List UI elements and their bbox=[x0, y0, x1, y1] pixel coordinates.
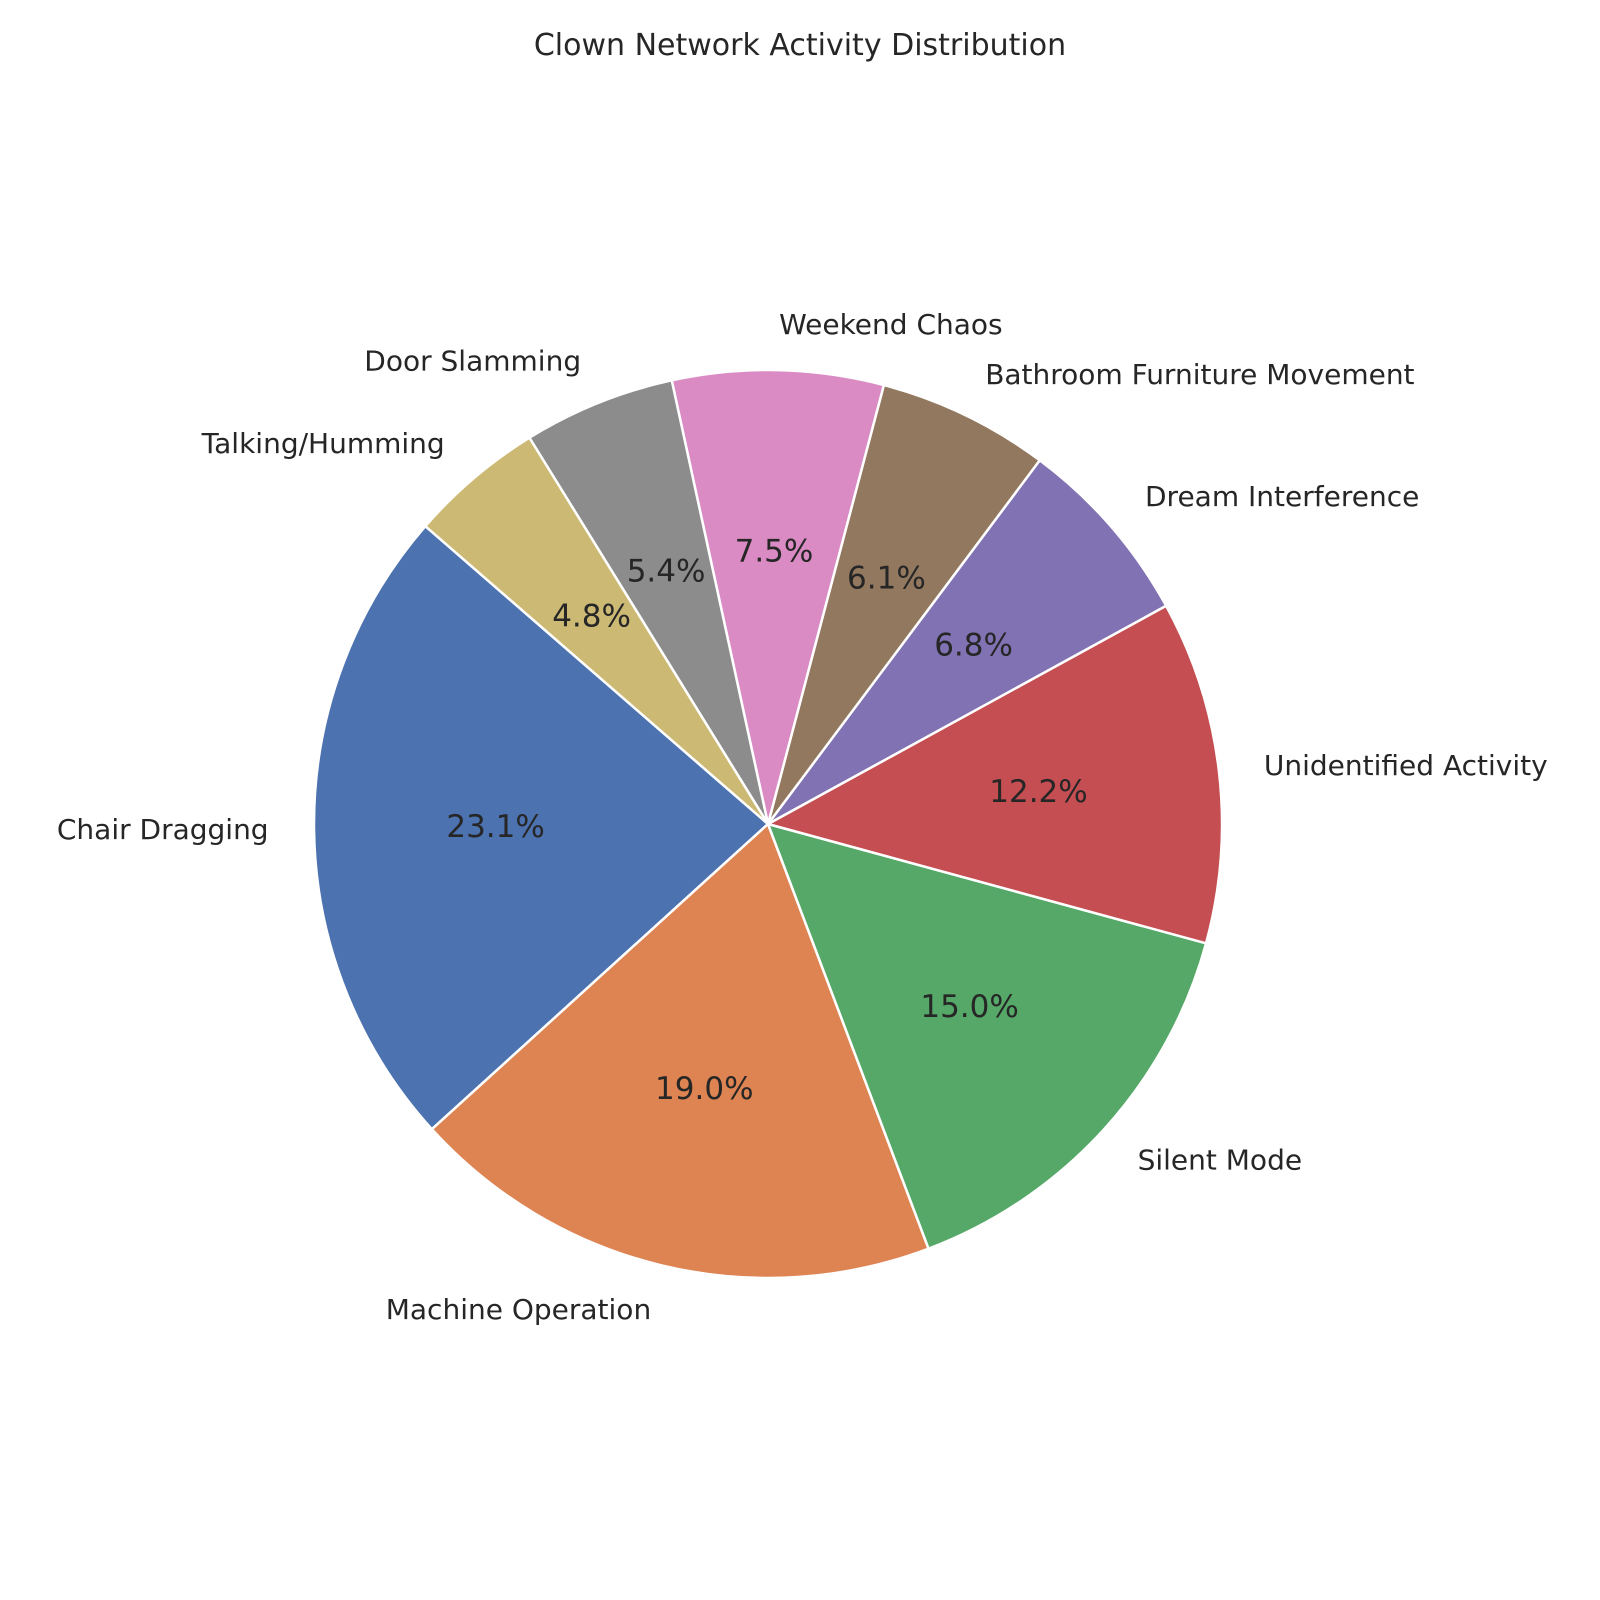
pie-slice-bathroom-furniture-movement bbox=[766, 383, 1041, 826]
category-label-unidentified-activity: Unidentified Activity bbox=[1264, 749, 1548, 782]
pie-slice-weekend-chaos bbox=[670, 368, 886, 826]
pct-label-dream-interference: 6.8% bbox=[934, 627, 1013, 663]
category-label-dream-interference: Dream Interference bbox=[1145, 480, 1419, 513]
pie-slice-silent-mode bbox=[766, 822, 1208, 1250]
pct-label-weekend-chaos: 7.5% bbox=[735, 534, 814, 570]
category-label-bathroom-furniture-movement: Bathroom Furniture Movement bbox=[985, 358, 1414, 391]
pie-slice-chair-dragging bbox=[312, 524, 770, 1131]
pie-slice-talking-humming bbox=[424, 436, 770, 826]
category-label-silent-mode: Silent Mode bbox=[1138, 1143, 1302, 1176]
pie-slice-machine-operation bbox=[430, 822, 930, 1280]
category-label-door-slamming: Door Slamming bbox=[364, 344, 581, 377]
pct-label-talking-humming: 4.8% bbox=[552, 598, 631, 634]
pct-label-door-slamming: 5.4% bbox=[627, 553, 706, 589]
pct-label-bathroom-furniture-movement: 6.1% bbox=[847, 561, 926, 597]
pie-slice-dream-interference bbox=[766, 459, 1168, 826]
pie-slices bbox=[312, 368, 1224, 1280]
chart-title: Clown Network Activity Distribution bbox=[533, 28, 1067, 63]
pct-label-unidentified-activity: 12.2% bbox=[989, 774, 1087, 810]
category-label-talking-humming: Talking/Humming bbox=[201, 427, 445, 460]
pct-label-silent-mode: 15.0% bbox=[920, 989, 1018, 1025]
pie-labels: 23.1% Chair Dragging 19.0% Machine Operatio… bbox=[57, 308, 1548, 1326]
pie-slice-door-slamming bbox=[528, 379, 770, 826]
pct-label-chair-dragging: 23.1% bbox=[446, 809, 544, 845]
pct-label-machine-operation: 19.0% bbox=[655, 1071, 753, 1107]
category-label-chair-dragging: Chair Dragging bbox=[57, 813, 269, 846]
category-label-weekend-chaos: Weekend Chaos bbox=[779, 308, 1003, 341]
pie-slice-unidentified-activity bbox=[766, 604, 1224, 945]
category-label-machine-operation: Machine Operation bbox=[386, 1293, 651, 1326]
